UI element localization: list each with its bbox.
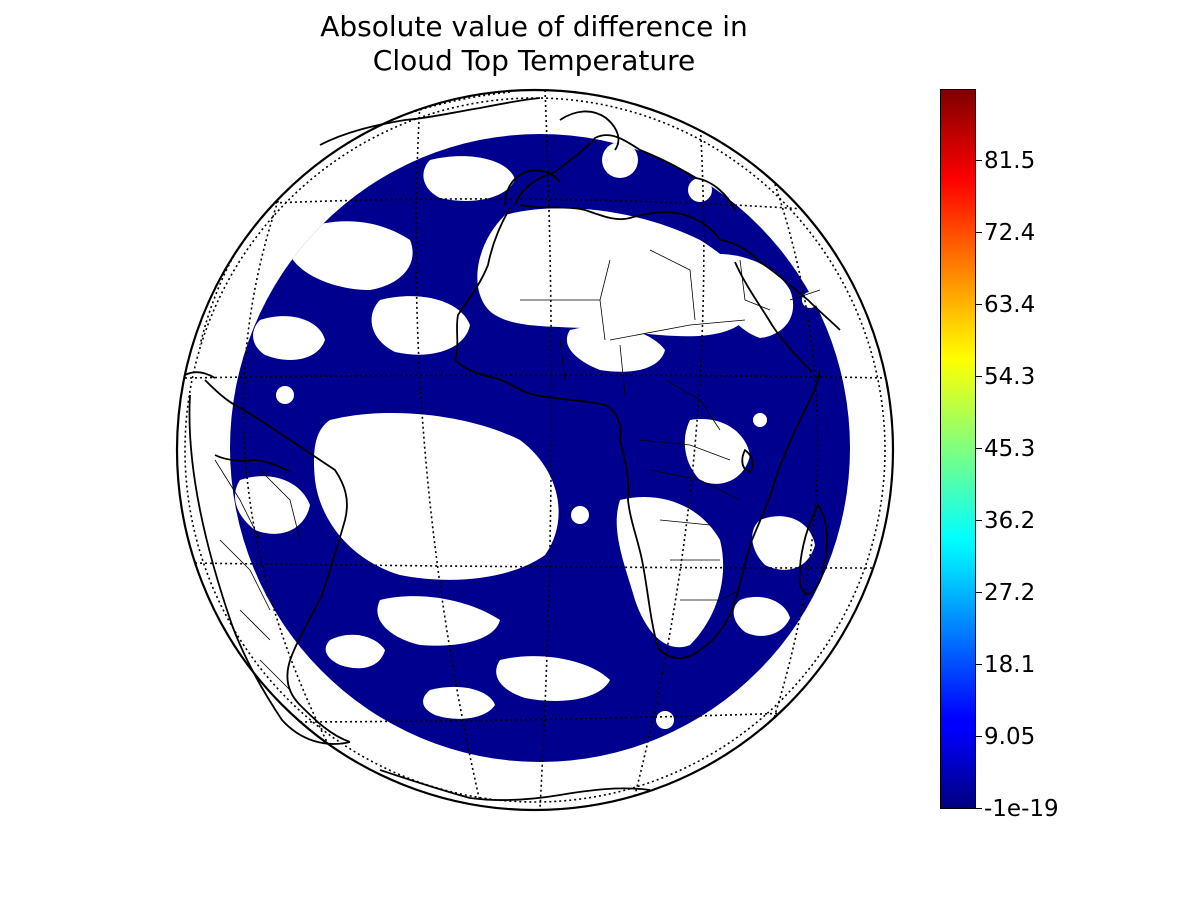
colorbar-tick-mark <box>976 520 982 522</box>
parallel-line <box>184 374 891 379</box>
coastline-red-sea <box>734 261 841 373</box>
coastline-antarctica <box>379 769 651 802</box>
colorbar-tick-mark <box>976 808 982 810</box>
graticule-ellipse <box>184 97 886 803</box>
coastline-iberia <box>504 169 561 206</box>
patch-se-indian-2 <box>733 596 790 636</box>
meridian-line <box>539 90 553 809</box>
patch-sahara <box>477 208 750 337</box>
patch-south-atlantic-1 <box>377 596 500 646</box>
globe-outline <box>175 88 895 812</box>
colorbar-tick-mark <box>976 159 982 161</box>
chart-title: Absolute value of difference in Cloud To… <box>234 10 834 78</box>
patch-east-africa <box>684 419 750 484</box>
colorbar-tick-mark <box>976 447 982 449</box>
coastline-south-america-north <box>204 379 348 521</box>
patch-south-atlantic-3 <box>325 634 385 669</box>
border-line <box>214 459 301 691</box>
colorbar-tick-mark <box>976 232 982 234</box>
colorbar-tick-mark <box>976 303 982 305</box>
colorbar-tick-label: 27.2 <box>984 579 1036 606</box>
patch-dot <box>571 506 589 524</box>
coastline-greenland <box>319 97 541 146</box>
patch-se-indian <box>752 516 815 570</box>
patch-southern-africa <box>616 496 724 648</box>
patch-central-africa <box>566 326 665 372</box>
border-line <box>739 259 821 311</box>
patch-dot <box>385 485 405 505</box>
colorbar-tick-label: 63.4 <box>984 291 1036 318</box>
border-line <box>559 339 731 461</box>
coastline-caribbean <box>184 371 291 473</box>
patch-south-atlantic-4 <box>423 686 495 719</box>
patch-brazil <box>235 476 310 534</box>
patch-egypt <box>705 254 794 338</box>
coastline-lake <box>741 449 754 473</box>
colorbar-tick-label: 72.4 <box>984 220 1036 246</box>
colorbar-tick-label: 45.3 <box>984 435 1036 462</box>
patch-dot <box>802 292 818 308</box>
colorbar-tick-label: 54.3 <box>984 364 1036 390</box>
coastline-scandinavia <box>559 110 620 151</box>
coastline-west-africa <box>454 359 622 441</box>
coastline-madagascar <box>798 504 828 595</box>
border-line <box>520 249 746 341</box>
border-line <box>649 469 741 601</box>
patch-dot <box>602 142 638 178</box>
patch-dot <box>656 711 674 729</box>
colorbar-tick-label: 9.05 <box>984 724 1036 750</box>
country-borders <box>214 249 821 691</box>
patch-north-atlantic-4 <box>253 316 325 360</box>
patch-dot <box>276 386 294 404</box>
coastline-north-africa <box>454 207 511 361</box>
coastline-africa-west <box>619 369 821 659</box>
colorbar <box>940 89 976 809</box>
colorbar-tick-mark <box>976 591 982 593</box>
graticule <box>184 90 891 809</box>
patch-south-atlantic-2 <box>496 656 610 701</box>
patch-dot <box>753 413 767 427</box>
chart-title-line-1: Absolute value of difference in <box>320 10 748 43</box>
colorbar-tick-mark <box>976 376 982 378</box>
coastlines <box>184 97 841 802</box>
colorbar-tick-label: 81.5 <box>984 147 1036 174</box>
patch-north-atlantic-1 <box>290 221 413 290</box>
patch-mid-atlantic <box>313 412 559 580</box>
missing-data-patches <box>235 142 818 729</box>
colorbar-tick-label: 36.2 <box>984 508 1036 534</box>
chart-title-line-2: Cloud Top Temperature <box>372 44 696 77</box>
patch-dot <box>688 178 712 202</box>
meridian-line <box>199 91 511 346</box>
coastline-south-america-east <box>286 519 351 743</box>
patch-north-atlantic-2 <box>371 296 470 355</box>
colorbar-tick-label: 18.1 <box>984 652 1036 678</box>
patch-north-atlantic-3 <box>423 156 515 201</box>
meridian-line <box>634 119 705 796</box>
coastline-south-america-west <box>188 394 351 745</box>
colorbar-tick-label: -1e-19 <box>984 796 1059 822</box>
meridian-line <box>242 167 331 749</box>
patch-dot <box>436 526 464 554</box>
colorbar-tick-mark <box>976 736 982 738</box>
colorbar-tick-mark <box>976 664 982 666</box>
